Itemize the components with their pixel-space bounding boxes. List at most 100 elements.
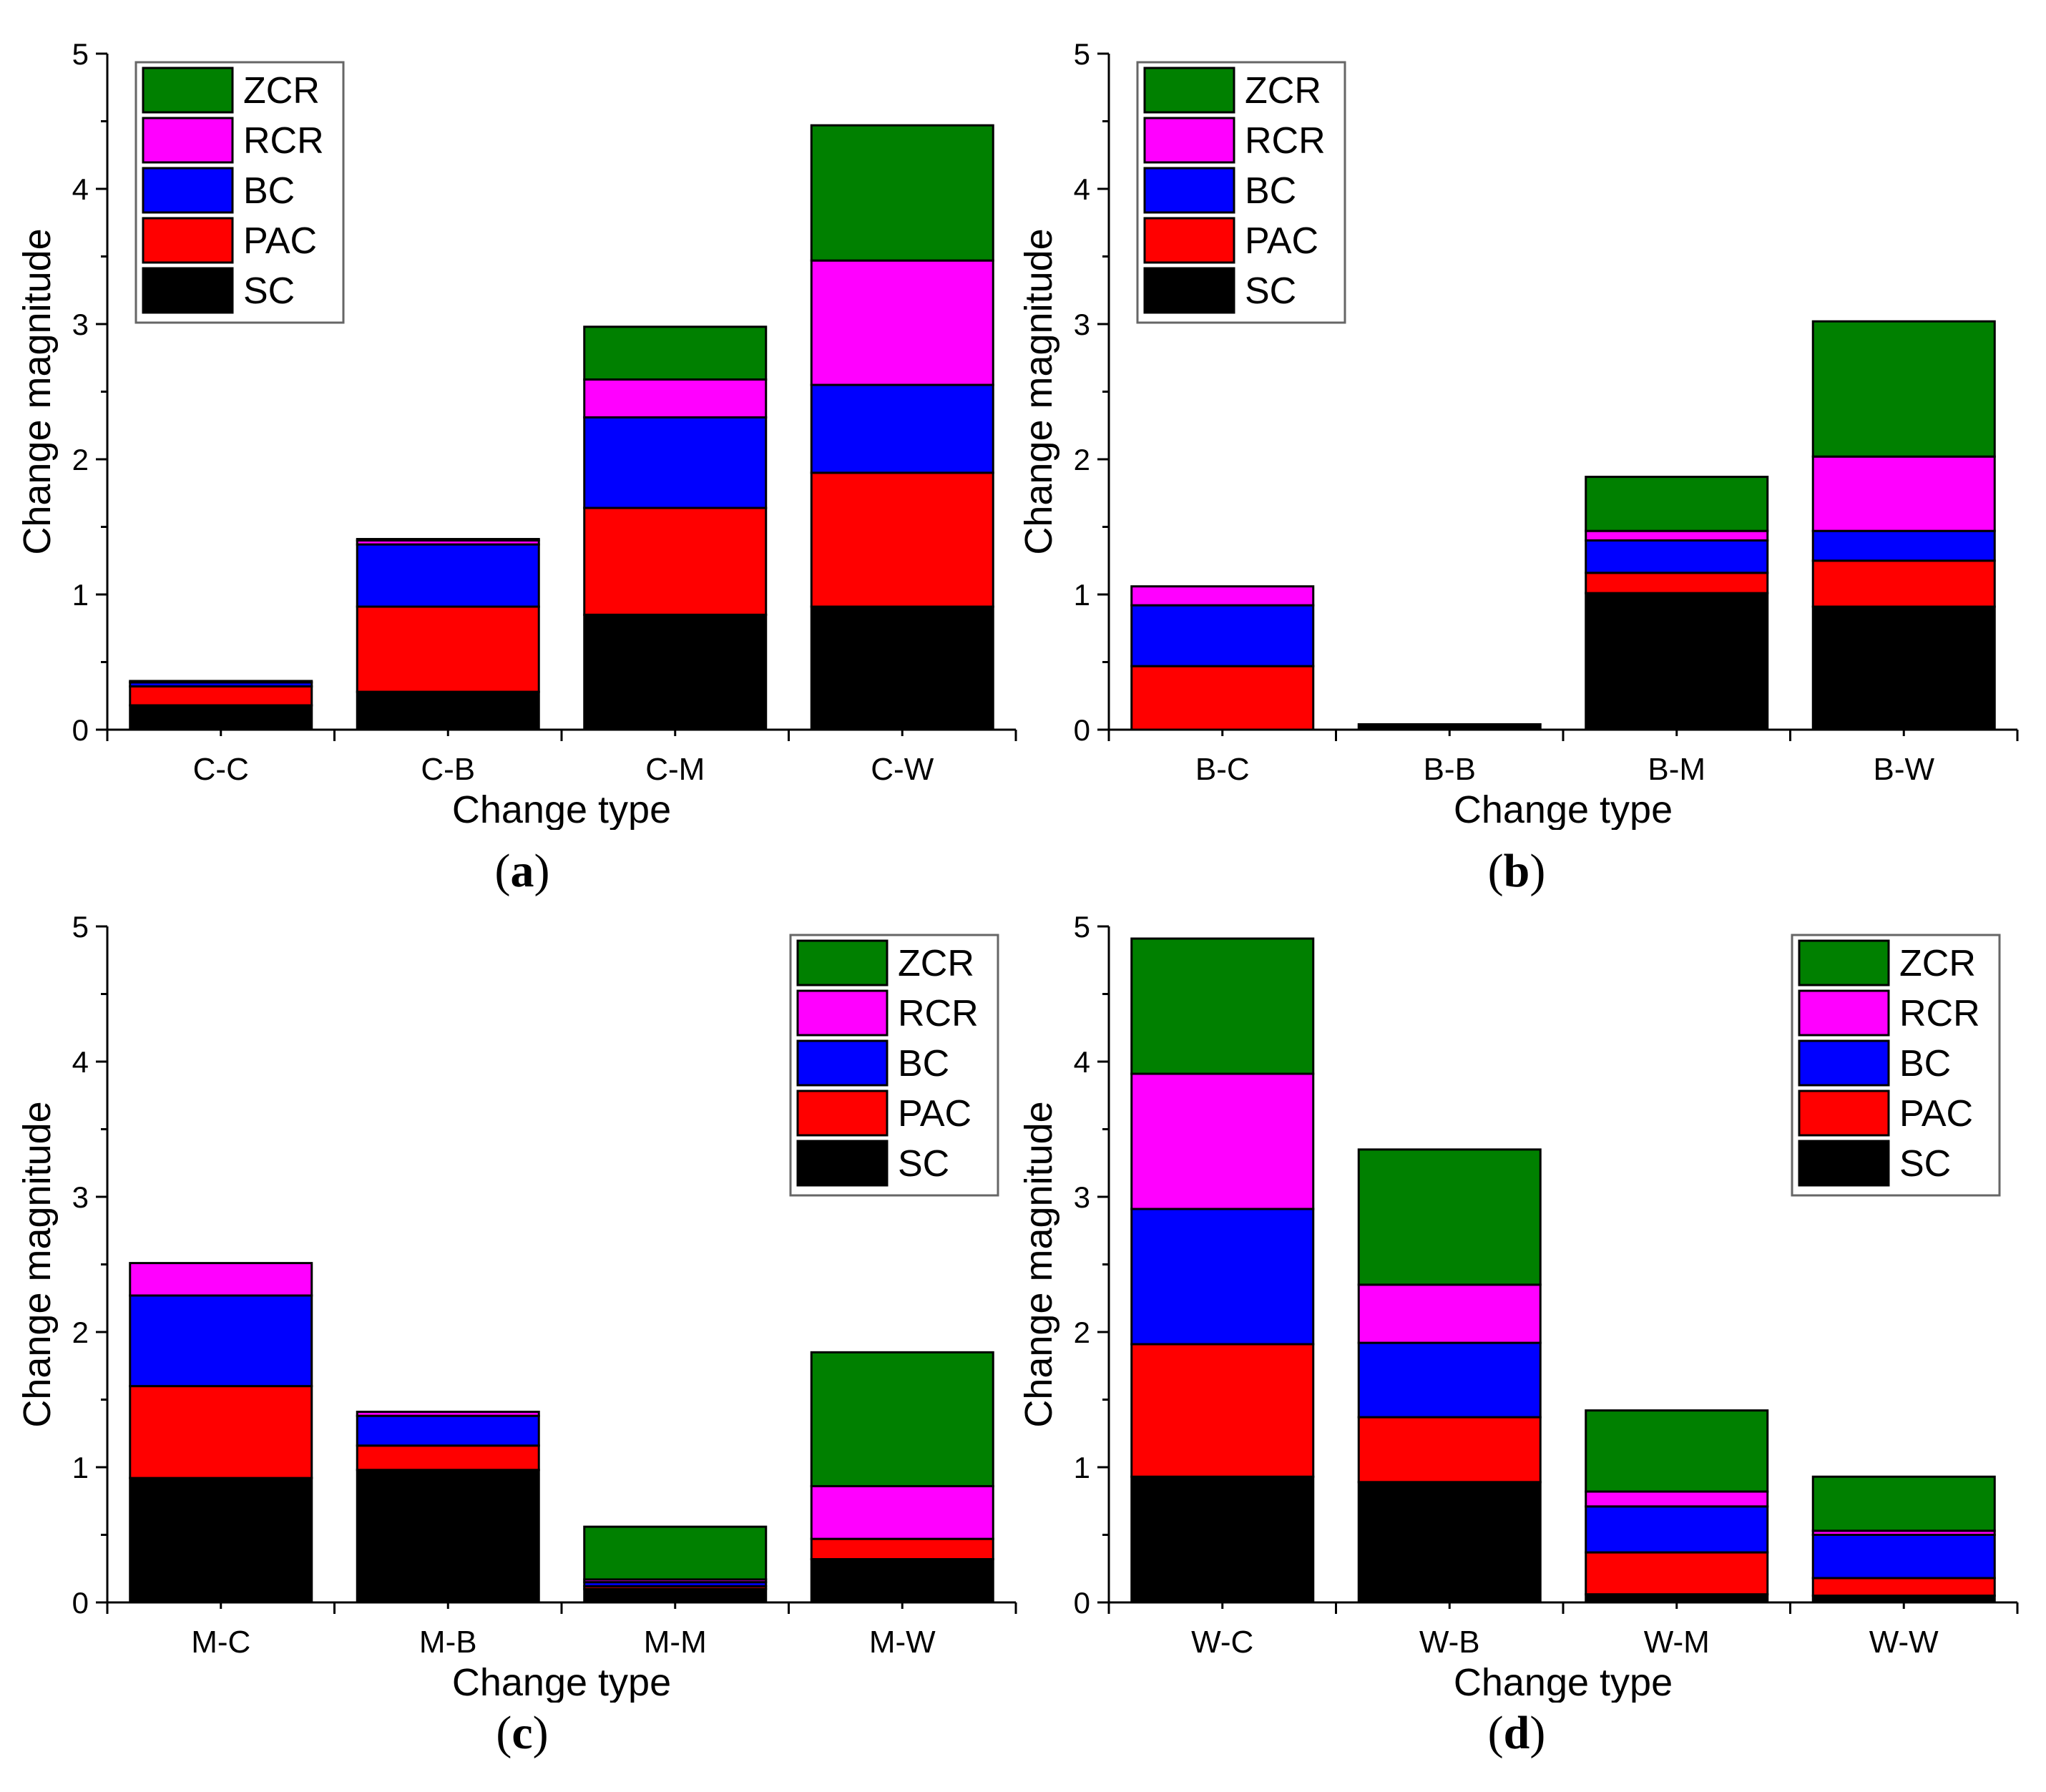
bar-M-B-SC — [356, 1469, 540, 1604]
y-tick-label: 4 — [1074, 1045, 1090, 1079]
bar-C-W-ZCR — [810, 124, 994, 262]
y-tick-label: 5 — [1074, 910, 1090, 944]
legend-label-RCR: RCR — [243, 120, 324, 162]
legend-swatch-BC — [142, 167, 234, 214]
chart-svg-b: 0 1 2 3 4 5 B-C B-B B-M B-W Change type Change magn… — [1023, 37, 2019, 830]
x-tick-label: B-M — [1648, 752, 1705, 787]
x-tick-label: B-C — [1195, 752, 1250, 787]
legend-swatch-PAC — [1143, 217, 1235, 264]
bar-M-B-PAC — [356, 1444, 540, 1472]
legend-label-ZCR: ZCR — [1245, 70, 1321, 112]
y-tick-label: 3 — [1074, 1180, 1090, 1214]
y-tick-label: 3 — [72, 1180, 89, 1214]
x-tick-label: C-M — [645, 752, 705, 787]
y-axis-title: Change magnitude — [21, 228, 59, 554]
bar-B-C-BC — [1130, 604, 1315, 667]
bar-W-C-BC — [1130, 1208, 1315, 1346]
x-axis-title: Change type — [452, 788, 671, 830]
legend-label-RCR: RCR — [1899, 993, 1980, 1034]
legend-label-ZCR: ZCR — [898, 943, 974, 984]
y-tick-label: 0 — [1074, 1586, 1090, 1620]
y-tick-label: 1 — [72, 1451, 89, 1484]
bar-C-B-PAC — [356, 605, 540, 693]
bar-W-W-PAC — [1811, 1577, 1996, 1597]
bar-M-C-PAC — [129, 1385, 313, 1479]
legend-swatch-ZCR — [1798, 939, 1890, 986]
x-tick-label: W-M — [1644, 1625, 1710, 1660]
chart-panel-c: 0 1 2 3 4 5 M-C M-B M-M M-W Change type Change magn… — [21, 909, 1023, 1703]
y-tick-label: 1 — [1074, 578, 1090, 612]
legend-swatch-BC — [1143, 167, 1235, 214]
bar-M-M-SC — [583, 1587, 768, 1604]
bar-M-W-PAC — [810, 1537, 994, 1561]
bar-M-W-RCR — [810, 1484, 994, 1540]
x-tick-label: M-C — [191, 1625, 250, 1660]
bar-M-B-BC — [356, 1414, 540, 1447]
y-tick-label: 4 — [72, 1045, 89, 1079]
legend-swatch-ZCR — [796, 939, 889, 986]
panel-letter-c: c — [512, 1707, 533, 1759]
legend-label-ZCR: ZCR — [243, 70, 320, 112]
legend-label-BC: BC — [1899, 1043, 1951, 1084]
legend-swatch-SC — [142, 267, 234, 314]
bar-C-W-BC — [810, 383, 994, 474]
bar-B-W-ZCR — [1811, 320, 1996, 458]
legend-label-RCR: RCR — [1245, 120, 1326, 162]
bar-B-M-RCR — [1585, 529, 1769, 542]
chart-panel-a: 0 1 2 3 4 5 C-C C-B C-M C-W Change type Change magn… — [21, 36, 1023, 830]
legend-label-PAC: PAC — [898, 1093, 971, 1135]
x-axis-title: Change type — [1454, 788, 1673, 830]
x-tick-label: M-B — [419, 1625, 477, 1660]
legend-label-RCR: RCR — [898, 993, 979, 1034]
panel-label-a: (a) — [494, 845, 550, 897]
legend-swatch-BC — [796, 1039, 889, 1087]
y-tick-label: 2 — [1074, 1316, 1090, 1349]
y-tick-label: 4 — [72, 172, 89, 206]
y-tick-label: 2 — [72, 1316, 89, 1349]
legend-swatch-PAC — [142, 217, 234, 264]
bar-C-M-PAC — [583, 506, 768, 616]
legend-swatch-RCR — [1143, 117, 1235, 164]
x-axis-title: Change type — [1454, 1661, 1673, 1703]
panel-letter-d: d — [1503, 1707, 1530, 1759]
bar-W-W-BC — [1811, 1534, 1996, 1580]
bar-W-B-PAC — [1357, 1416, 1542, 1484]
bar-B-M-PAC — [1585, 572, 1769, 594]
y-tick-label: 5 — [1074, 37, 1090, 71]
bar-M-M-ZCR — [583, 1525, 768, 1581]
bar-M-C-RCR — [129, 1262, 313, 1297]
legend-label-BC: BC — [898, 1043, 949, 1084]
y-tick-label: 1 — [1074, 1451, 1090, 1484]
legend-label-ZCR: ZCR — [1899, 943, 1976, 984]
panel-label-b: (b) — [1487, 845, 1546, 897]
bar-B-M-ZCR — [1585, 476, 1769, 532]
bar-C-M-RCR — [583, 378, 768, 418]
legend-swatch-ZCR — [142, 67, 234, 114]
legend: ZCR RCR BC PAC SC — [134, 61, 345, 324]
x-tick-label: M-M — [644, 1625, 707, 1660]
bar-C-M-BC — [583, 416, 768, 509]
chart-svg-c: 0 1 2 3 4 5 M-C M-B M-M M-W Change type Change magn… — [21, 910, 1017, 1703]
legend-swatch-RCR — [1798, 989, 1890, 1037]
legend-swatch-PAC — [1798, 1090, 1890, 1137]
y-tick-label: 5 — [72, 910, 89, 944]
legend-swatch-PAC — [796, 1090, 889, 1137]
x-tick-label: W-W — [1869, 1625, 1939, 1660]
y-axis-title: Change magnitude — [1023, 228, 1060, 554]
bar-W-C-SC — [1130, 1475, 1315, 1604]
bar-W-B-RCR — [1357, 1283, 1542, 1344]
bar-C-M-ZCR — [583, 325, 768, 381]
bar-W-M-PAC — [1585, 1551, 1769, 1596]
x-tick-label: B-B — [1424, 752, 1476, 787]
bar-B-W-BC — [1811, 529, 1996, 562]
bar-W-M-RCR — [1585, 1490, 1769, 1508]
y-tick-label: 3 — [72, 308, 89, 341]
bar-W-M-BC — [1585, 1505, 1769, 1554]
x-tick-label: W-C — [1191, 1625, 1253, 1660]
bar-C-C-SC — [129, 704, 313, 731]
chart-svg-a: 0 1 2 3 4 5 C-C C-B C-M C-W Change type Change magn… — [21, 37, 1017, 830]
legend-swatch-SC — [1143, 267, 1235, 314]
panel-label-c: (c) — [496, 1707, 549, 1759]
panel-label-d: (d) — [1487, 1707, 1546, 1759]
y-tick-label: 0 — [72, 713, 89, 747]
